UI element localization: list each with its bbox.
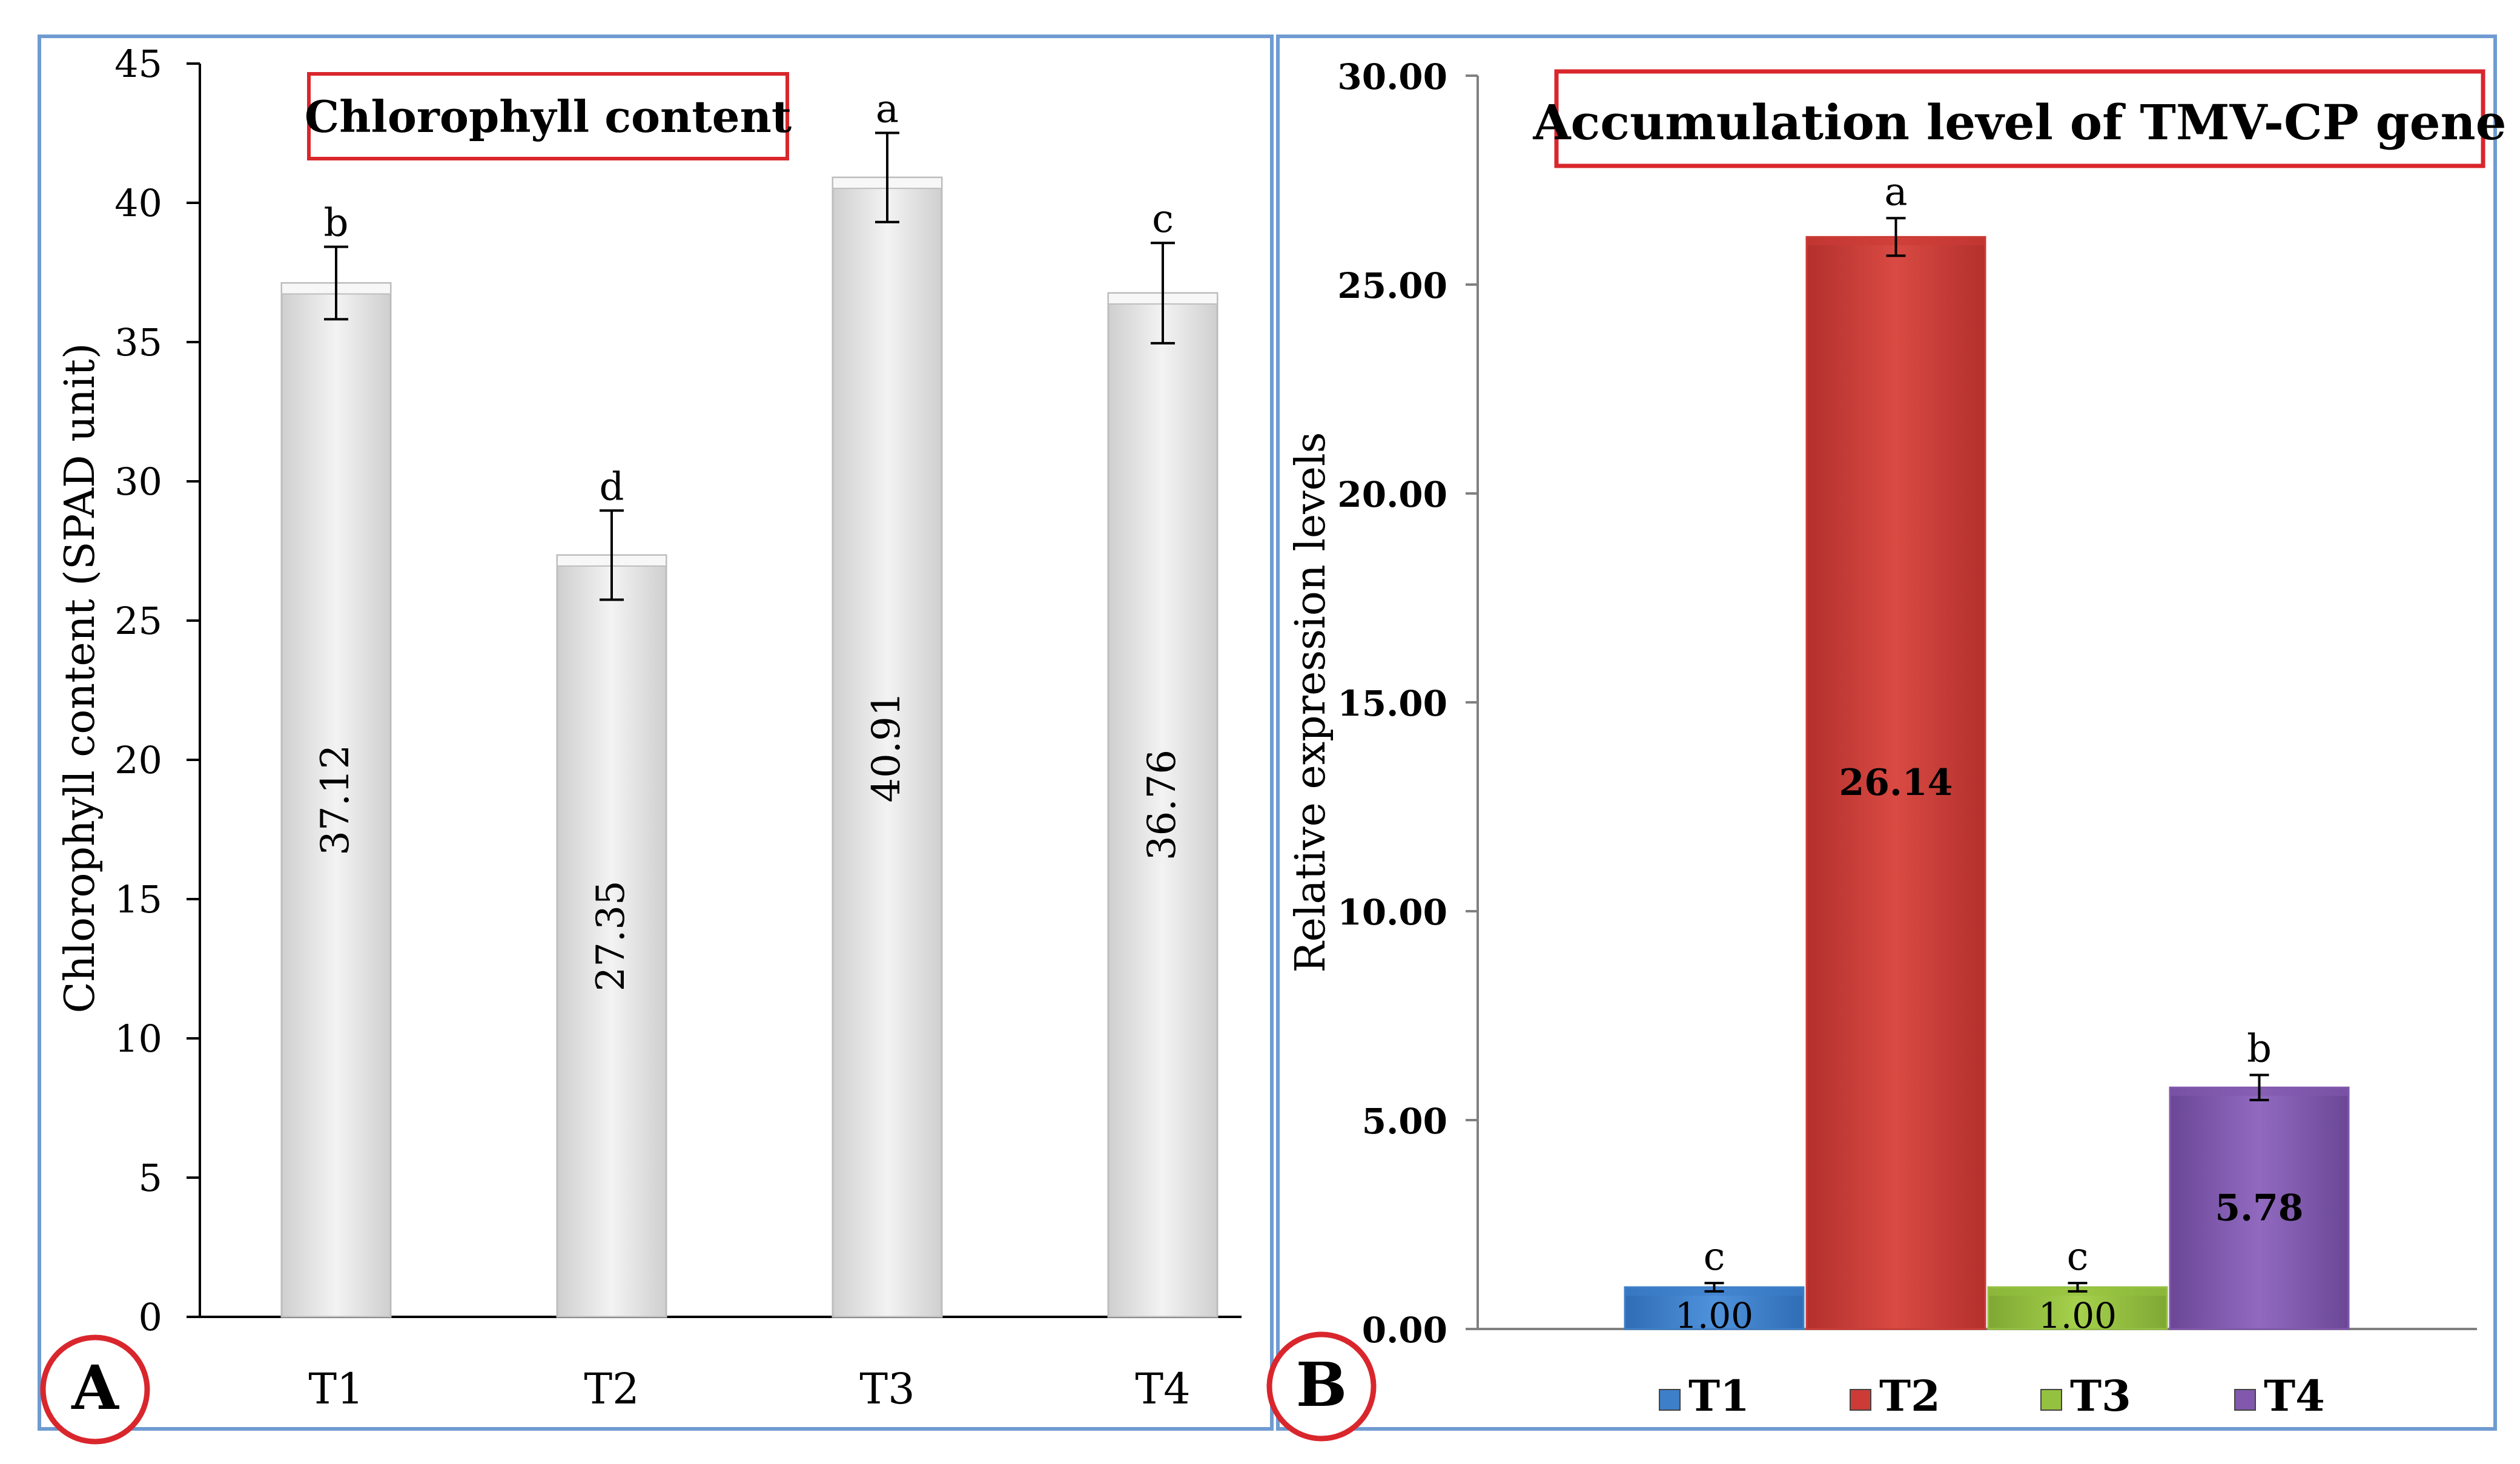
- panel-a-title: Chlorophyll content: [305, 91, 792, 142]
- panel-a-label-circle: [40, 1334, 150, 1445]
- panel-b-legend-swatch: [2234, 1389, 2256, 1411]
- panel-a-y-tick-label: 35: [114, 320, 162, 364]
- panel-b-y-ticks: 0.00 5.00 10.00 15.00 20.00 25.00 30.00: [1337, 56, 1478, 1351]
- panel-b-significance-letter: b: [2247, 1026, 2272, 1071]
- panel-b-significance-letter: c: [2067, 1235, 2089, 1279]
- panel-b-legend-swatch: [2040, 1389, 2062, 1411]
- panel-a-y-tick-label: 5: [139, 1156, 162, 1200]
- panel-b-data-label: 1.00: [1675, 1295, 1753, 1336]
- panel-b-significance-letter: c: [1704, 1235, 1725, 1279]
- panel-a-bar: [1107, 292, 1219, 1318]
- panel-b-legend-label: T2: [1879, 1371, 1940, 1421]
- panel-b-label-circle: [1266, 1331, 1377, 1442]
- panel-a-significance-letter: c: [1152, 197, 1174, 242]
- panel-a-significance-letter: a: [876, 87, 899, 132]
- panel-b-y-tick-label: 25.00: [1337, 265, 1447, 306]
- panel-a-bar: [832, 176, 943, 1318]
- panel-b-y-tick-label: 15.00: [1337, 683, 1447, 724]
- panel-a-significance-letter: d: [600, 464, 624, 509]
- panel-b-bars: c 1.00 a 26.14 c 1.00 b 5.78: [1624, 170, 2350, 1336]
- panel-a-data-label: 36.76: [1140, 750, 1185, 860]
- panel-b-legend-swatch: [1659, 1389, 1681, 1411]
- panel-a-y-tick-label: 40: [114, 181, 162, 225]
- panel-b-label: B: [1296, 1349, 1348, 1420]
- panel-b-y-axis-label: Relative expression levels: [1287, 432, 1335, 972]
- panel-a-y-ticks: 0 5 10 15 20 25 30 35 40 45: [114, 42, 200, 1339]
- panel-b-y-tick-label: 10.00: [1337, 892, 1447, 933]
- panel-b-data-label: 26.14: [1839, 762, 1953, 804]
- panel-a-y-tick-label: 10: [114, 1017, 162, 1061]
- panel-b-y-tick-label: 20.00: [1337, 474, 1447, 515]
- panel-b-y-tick-label: 30.00: [1337, 56, 1447, 97]
- panel-a-data-label: 40.91: [864, 691, 909, 802]
- panel-b-legend-label: T1: [1688, 1371, 1750, 1421]
- panel-a-x-tick-label: T4: [1135, 1364, 1190, 1414]
- panel-a-y-tick-label: 0: [139, 1295, 162, 1339]
- panel-b-y-tick-label: 0.00: [1362, 1310, 1447, 1351]
- panel-a-frame: [38, 35, 1274, 1431]
- panel-b-y-tick-label: 5.00: [1362, 1101, 1447, 1142]
- panel-a-x-tick-label: T3: [859, 1364, 914, 1414]
- panel-b-data-label: 1.00: [2039, 1295, 2117, 1336]
- panel-b: 0.00 5.00 10.00 15.00 20.00 25.00 30.00 c 1.00 a…: [1266, 56, 2507, 1442]
- panel-a-label: A: [71, 1352, 119, 1423]
- panel-b-title-box: [1554, 69, 2485, 168]
- panel-a-y-tick-label: 45: [114, 42, 162, 86]
- panel-a-y-tick-label: 25: [114, 599, 162, 643]
- panel-b-title: Accumulation level of TMV-CP gene: [1532, 94, 2506, 151]
- panel-a-title-box: [307, 72, 789, 160]
- panel-b-legend: T1 T2 T3 T4: [1659, 1371, 2325, 1421]
- panel-a-y-axis-label: Chlorophyll content (SPAD unit): [56, 343, 104, 1014]
- panel-b-data-label: 5.78: [2215, 1187, 2303, 1230]
- panel-b-legend-label: T4: [2264, 1371, 2325, 1421]
- panel-b-legend-swatch: [1850, 1389, 1871, 1411]
- panel-b-bar: [1805, 236, 1986, 1330]
- panel-b-frame: [1276, 35, 2497, 1431]
- panel-a-data-label: 37.12: [313, 745, 358, 856]
- panel-a-x-tick-label: T2: [584, 1364, 639, 1414]
- panel-a-bars: b 37.12 T1 d 27.35 T2 a 40.91 T3 c 36.76 T4: [280, 87, 1219, 1414]
- panel-a-y-tick-label: 20: [114, 738, 162, 782]
- panel-a: 0 5 10 15 20 25 30 35 40 45 b 37.12 T1 d 27.35 T2 a 40.9…: [40, 42, 1242, 1445]
- panel-a-data-label: 27.35: [589, 880, 633, 991]
- panel-b-legend-label: T3: [2070, 1371, 2131, 1421]
- panel-a-x-tick-label: T1: [308, 1364, 363, 1414]
- panel-a-bar: [280, 282, 392, 1318]
- panel-a-y-tick-label: 15: [114, 877, 162, 922]
- panel-b-significance-letter: a: [1884, 170, 1907, 214]
- panel-a-significance-letter: b: [324, 201, 349, 246]
- panel-a-y-tick-label: 30: [114, 460, 162, 504]
